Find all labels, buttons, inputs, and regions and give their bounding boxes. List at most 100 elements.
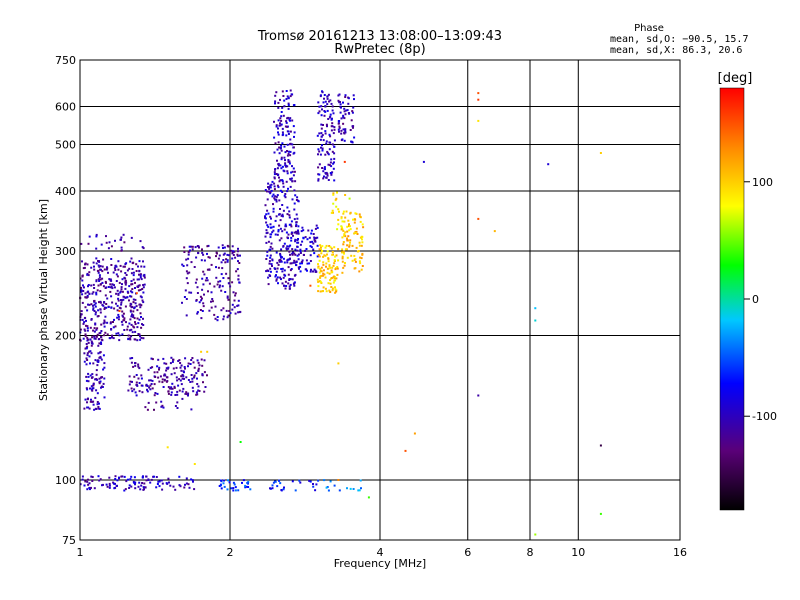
data-point bbox=[85, 379, 88, 382]
data-point bbox=[534, 319, 537, 322]
data-point bbox=[127, 478, 129, 481]
data-point bbox=[269, 184, 272, 187]
data-point bbox=[293, 151, 296, 154]
data-point bbox=[285, 247, 288, 250]
data-point bbox=[193, 488, 196, 491]
data-point bbox=[96, 401, 99, 403]
data-point bbox=[323, 94, 326, 96]
data-point bbox=[293, 189, 296, 192]
data-point bbox=[331, 266, 334, 269]
data-point bbox=[334, 286, 336, 289]
data-point bbox=[202, 283, 205, 286]
data-point bbox=[183, 296, 186, 298]
data-point bbox=[277, 106, 280, 109]
data-point bbox=[306, 269, 308, 272]
data-point bbox=[90, 376, 93, 379]
data-point bbox=[311, 240, 314, 243]
data-point bbox=[197, 369, 200, 372]
data-point bbox=[285, 165, 288, 168]
data-point bbox=[124, 488, 127, 491]
data-point bbox=[346, 239, 349, 242]
data-point bbox=[324, 287, 327, 290]
data-point bbox=[283, 145, 286, 148]
data-point bbox=[139, 306, 142, 309]
data-point bbox=[297, 266, 300, 269]
data-point bbox=[122, 312, 125, 315]
data-point bbox=[289, 89, 292, 92]
chart-title: Tromsø 20161213 13:08:00–13:09:43 bbox=[257, 29, 502, 44]
data-point bbox=[140, 316, 142, 318]
data-point bbox=[81, 475, 84, 478]
data-point bbox=[317, 479, 320, 482]
data-point bbox=[296, 249, 299, 252]
data-point bbox=[333, 161, 335, 164]
data-point bbox=[163, 362, 166, 365]
data-point bbox=[294, 489, 297, 492]
data-point bbox=[98, 265, 101, 268]
data-point bbox=[287, 102, 290, 105]
data-point bbox=[322, 255, 325, 258]
data-point bbox=[330, 173, 333, 176]
data-point bbox=[299, 481, 302, 484]
data-point bbox=[178, 475, 181, 478]
data-point bbox=[148, 379, 151, 382]
data-point bbox=[266, 269, 269, 272]
data-point bbox=[140, 326, 143, 329]
data-point bbox=[132, 274, 135, 277]
data-point bbox=[320, 127, 323, 130]
data-point bbox=[333, 179, 336, 182]
data-point bbox=[350, 254, 353, 257]
data-point bbox=[233, 483, 236, 486]
data-point bbox=[96, 392, 99, 395]
data-point bbox=[112, 321, 114, 323]
data-point bbox=[128, 487, 131, 489]
data-point bbox=[141, 323, 143, 326]
data-point bbox=[343, 131, 346, 134]
data-point bbox=[291, 170, 294, 173]
data-point bbox=[120, 246, 123, 249]
data-point bbox=[332, 211, 334, 214]
data-point bbox=[286, 245, 289, 248]
data-point bbox=[330, 277, 333, 279]
data-point bbox=[332, 264, 335, 267]
data-point bbox=[353, 254, 356, 257]
data-point bbox=[173, 386, 176, 389]
data-point bbox=[298, 267, 300, 270]
data-point bbox=[222, 253, 225, 256]
data-point bbox=[182, 375, 185, 378]
data-point bbox=[292, 125, 295, 128]
data-point bbox=[359, 262, 362, 265]
data-point bbox=[135, 270, 138, 272]
data-point bbox=[244, 484, 247, 487]
data-point bbox=[289, 154, 292, 157]
data-point bbox=[301, 261, 304, 263]
data-point bbox=[334, 267, 337, 269]
data-point bbox=[167, 366, 170, 369]
data-point bbox=[326, 109, 329, 112]
data-point bbox=[322, 261, 325, 264]
data-point bbox=[101, 281, 104, 284]
data-point bbox=[326, 172, 329, 175]
data-point bbox=[93, 310, 96, 312]
data-point bbox=[271, 180, 274, 183]
data-point bbox=[329, 99, 332, 102]
data-point bbox=[219, 284, 221, 287]
data-point bbox=[90, 352, 93, 355]
data-point bbox=[124, 277, 127, 280]
data-point bbox=[351, 111, 354, 114]
data-point bbox=[220, 289, 223, 292]
data-point bbox=[338, 489, 341, 492]
data-point bbox=[86, 359, 89, 361]
data-point bbox=[330, 102, 333, 105]
data-point bbox=[355, 246, 358, 249]
data-point bbox=[83, 286, 85, 289]
data-point bbox=[242, 479, 245, 482]
data-point bbox=[188, 271, 191, 274]
data-point bbox=[182, 387, 185, 390]
data-point bbox=[288, 210, 291, 213]
data-point bbox=[116, 484, 118, 487]
data-point bbox=[100, 358, 103, 361]
data-point bbox=[276, 167, 279, 170]
data-point bbox=[330, 269, 333, 272]
data-point bbox=[341, 251, 344, 254]
